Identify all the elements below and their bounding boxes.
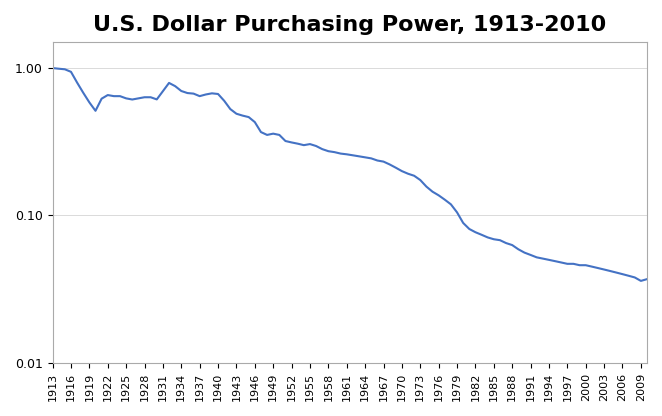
Title: U.S. Dollar Purchasing Power, 1913-2010: U.S. Dollar Purchasing Power, 1913-2010 [93,15,606,35]
